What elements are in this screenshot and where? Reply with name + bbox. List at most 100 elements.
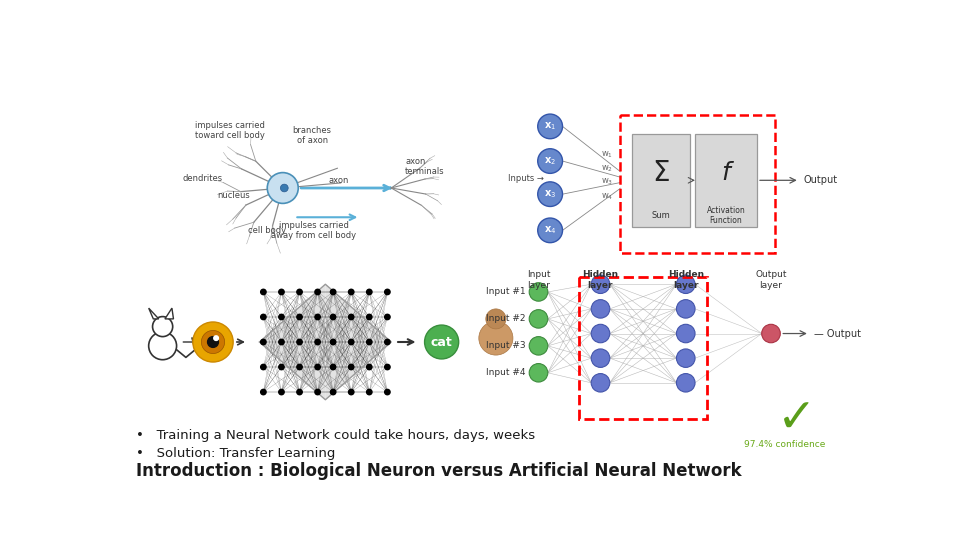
Circle shape <box>214 336 219 340</box>
Circle shape <box>424 325 459 359</box>
Polygon shape <box>165 308 174 319</box>
Circle shape <box>538 114 563 139</box>
Circle shape <box>385 314 390 320</box>
FancyBboxPatch shape <box>620 115 775 253</box>
Circle shape <box>486 309 506 329</box>
Circle shape <box>677 349 695 367</box>
Text: dendrites: dendrites <box>182 174 223 183</box>
Text: Input #3: Input #3 <box>486 341 525 350</box>
Text: nucleus: nucleus <box>218 191 251 200</box>
Circle shape <box>193 322 233 362</box>
Circle shape <box>297 289 302 295</box>
Circle shape <box>529 283 548 301</box>
Circle shape <box>538 148 563 173</box>
Text: impulses carried
toward cell body: impulses carried toward cell body <box>195 120 265 140</box>
Circle shape <box>529 363 548 382</box>
Text: x$_3$: x$_3$ <box>544 188 556 200</box>
Text: Inputs →: Inputs → <box>508 174 543 183</box>
Circle shape <box>278 389 284 395</box>
FancyBboxPatch shape <box>632 134 689 226</box>
Circle shape <box>261 364 266 370</box>
Circle shape <box>278 339 284 345</box>
Circle shape <box>297 339 302 345</box>
Circle shape <box>278 364 284 370</box>
Circle shape <box>479 321 513 355</box>
Circle shape <box>367 289 372 295</box>
Text: cat: cat <box>431 335 452 348</box>
Circle shape <box>297 314 302 320</box>
Circle shape <box>202 330 225 354</box>
Circle shape <box>348 389 354 395</box>
Circle shape <box>315 364 321 370</box>
Circle shape <box>348 339 354 345</box>
Text: Input #2: Input #2 <box>486 314 525 323</box>
Text: Input #4: Input #4 <box>486 368 525 377</box>
Text: ✓: ✓ <box>778 398 817 443</box>
Text: •   Solution: Transfer Learning: • Solution: Transfer Learning <box>136 447 336 460</box>
Circle shape <box>330 389 336 395</box>
Text: Sum: Sum <box>651 211 670 220</box>
Circle shape <box>591 374 610 392</box>
Text: Introduction : Biological Neuron versus Artificial Neural Network: Introduction : Biological Neuron versus … <box>136 462 742 480</box>
Circle shape <box>348 314 354 320</box>
Circle shape <box>591 349 610 367</box>
Circle shape <box>367 314 372 320</box>
Circle shape <box>385 364 390 370</box>
Text: w$_1$: w$_1$ <box>601 150 613 160</box>
Text: x$_1$: x$_1$ <box>544 120 556 132</box>
Circle shape <box>297 389 302 395</box>
Circle shape <box>538 182 563 206</box>
Polygon shape <box>149 308 158 319</box>
Circle shape <box>267 173 299 204</box>
Polygon shape <box>325 284 392 400</box>
Text: Output: Output <box>804 176 838 185</box>
Circle shape <box>591 325 610 343</box>
Circle shape <box>261 314 266 320</box>
Polygon shape <box>259 284 325 400</box>
Circle shape <box>297 364 302 370</box>
Text: x$_2$: x$_2$ <box>544 155 556 167</box>
Circle shape <box>529 336 548 355</box>
Text: x$_4$: x$_4$ <box>544 225 556 237</box>
Text: branches
of axon: branches of axon <box>293 126 332 145</box>
Text: w$_4$: w$_4$ <box>601 191 613 202</box>
Circle shape <box>330 289 336 295</box>
Text: axon: axon <box>328 176 348 185</box>
Text: cell body: cell body <box>249 226 286 235</box>
Text: axon
terminals: axon terminals <box>405 157 444 176</box>
Circle shape <box>315 314 321 320</box>
Circle shape <box>278 314 284 320</box>
Text: — Output: — Output <box>814 328 860 339</box>
Circle shape <box>367 389 372 395</box>
Circle shape <box>149 332 177 360</box>
Circle shape <box>330 314 336 320</box>
Text: •   Training a Neural Network could take hours, days, weeks: • Training a Neural Network could take h… <box>136 429 536 442</box>
Circle shape <box>385 339 390 345</box>
Circle shape <box>538 218 563 242</box>
Circle shape <box>261 289 266 295</box>
Circle shape <box>207 336 219 347</box>
Circle shape <box>385 289 390 295</box>
Circle shape <box>261 389 266 395</box>
Circle shape <box>330 364 336 370</box>
Text: Hidden
layer: Hidden layer <box>668 271 704 290</box>
Circle shape <box>280 184 288 192</box>
Text: 97.4% confidence: 97.4% confidence <box>744 440 825 449</box>
Circle shape <box>348 364 354 370</box>
FancyBboxPatch shape <box>695 134 757 226</box>
Circle shape <box>385 389 390 395</box>
Text: f: f <box>722 161 731 185</box>
Circle shape <box>153 316 173 336</box>
Circle shape <box>348 289 354 295</box>
Text: impulses carried
away from cell body: impulses carried away from cell body <box>271 221 356 240</box>
Circle shape <box>367 339 372 345</box>
Circle shape <box>315 289 321 295</box>
Text: w$_2$: w$_2$ <box>601 164 613 174</box>
Circle shape <box>677 374 695 392</box>
Circle shape <box>315 339 321 345</box>
Text: Output
layer: Output layer <box>756 271 787 290</box>
Circle shape <box>761 325 780 343</box>
Text: Σ: Σ <box>652 159 669 187</box>
Text: Activation
Function: Activation Function <box>707 206 745 225</box>
Circle shape <box>315 389 321 395</box>
